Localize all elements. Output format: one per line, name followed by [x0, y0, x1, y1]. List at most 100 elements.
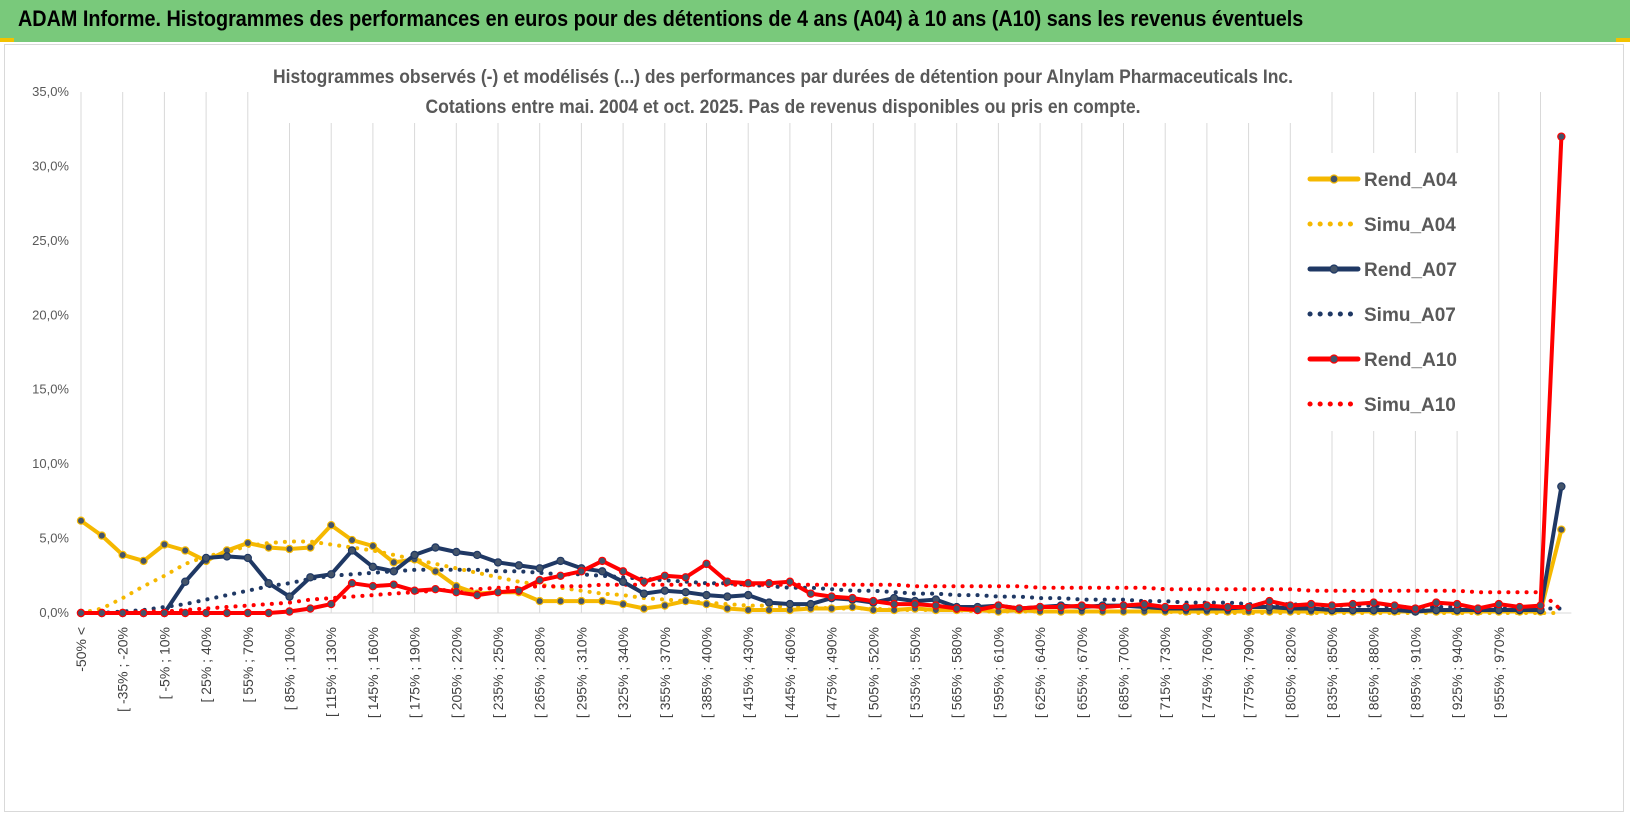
- data-point: [660, 586, 670, 595]
- data-point: [535, 564, 544, 573]
- y-axis: 0,0% 5,0% 10,0% 15,0% 20,0% 25,0% 30,0% 35,0%: [32, 84, 69, 620]
- data-point: [1473, 604, 1483, 613]
- data-point: [222, 552, 232, 561]
- data-point: [1077, 601, 1087, 610]
- data-point: [1515, 602, 1524, 612]
- data-point: [389, 567, 398, 576]
- data-point: [431, 584, 440, 594]
- legend-label: Simu_A04: [1364, 215, 1456, 236]
- data-point: [472, 550, 482, 560]
- data-point: [76, 608, 86, 618]
- data-point: [1286, 601, 1295, 610]
- series-layer: [76, 132, 1566, 618]
- data-point: [1306, 599, 1316, 609]
- data-point: [1098, 602, 1107, 612]
- x-tick-label: [ 55% ; 70%: [240, 627, 256, 703]
- x-axis: -50% < [ -35% ; -20% [ -5% ; 10% [ 25% ; 40…: [73, 627, 1507, 718]
- x-tick-label: [ 865% ; 880%: [1366, 627, 1382, 718]
- data-point: [806, 589, 815, 598]
- data-point: [744, 605, 753, 615]
- data-point: [910, 599, 920, 609]
- data-point: [1557, 132, 1566, 141]
- data-point: [535, 576, 544, 585]
- data-point: [744, 590, 753, 600]
- y-tick-label: 35,0%: [32, 84, 69, 99]
- chart-svg: 0,0% 5,0% 10,0% 15,0% 20,0% 25,0% 30,0% 35,0% -…: [32, 61, 1572, 718]
- data-point: [181, 546, 190, 555]
- data-point: [1056, 602, 1066, 612]
- data-point: [618, 577, 628, 586]
- data-point: [347, 546, 357, 555]
- x-tick-label: [ 685% ; 700%: [1116, 627, 1132, 718]
- data-point: [639, 589, 649, 598]
- data-point: [785, 599, 795, 609]
- data-point: [243, 608, 252, 618]
- legend-label: Rend_A04: [1364, 170, 1457, 191]
- y-tick-label: 15,0%: [32, 382, 69, 397]
- data-point: [1411, 604, 1420, 613]
- data-point: [347, 535, 357, 545]
- data-point: [848, 593, 857, 603]
- x-tick-label: [ 715% ; 730%: [1157, 627, 1173, 718]
- y-tick-label: 10,0%: [32, 456, 69, 471]
- data-point: [1181, 602, 1191, 612]
- data-point: [764, 598, 774, 607]
- data-point: [327, 599, 336, 609]
- series-line-rend-a04: [79, 518, 1564, 614]
- data-point: [764, 579, 774, 588]
- data-point: [285, 592, 294, 601]
- data-point: [952, 604, 961, 613]
- report-title: ADAM Informe. Histogrammes des performan…: [18, 6, 1304, 31]
- data-point: [1119, 601, 1128, 610]
- data-point: [598, 596, 607, 606]
- data-point: [535, 596, 544, 606]
- data-point: [410, 586, 419, 595]
- x-tick-label: [ 895% ; 910%: [1407, 627, 1423, 718]
- y-tick-label: 25,0%: [32, 233, 69, 248]
- data-point: [347, 579, 357, 588]
- data-point: [285, 607, 294, 616]
- data-point: [139, 608, 148, 618]
- gridlines: [80, 92, 1572, 614]
- data-point: [472, 590, 482, 600]
- data-point: [1223, 602, 1232, 612]
- x-tick-label: [ 505% ; 520%: [865, 627, 881, 718]
- data-point: [577, 567, 586, 576]
- data-point: [973, 605, 982, 615]
- data-point: [181, 577, 190, 586]
- x-tick-label: [ 655% ; 670%: [1074, 627, 1090, 718]
- data-point: [577, 596, 586, 606]
- data-point: [97, 531, 107, 540]
- chart-title: Histogrammes observés (-) et modélisés (…: [273, 67, 1293, 88]
- y-tick-label: 30,0%: [32, 158, 69, 173]
- data-point: [306, 543, 315, 552]
- data-point: [1452, 599, 1462, 609]
- data-point: [723, 577, 732, 586]
- data-point: [827, 604, 836, 613]
- data-point: [493, 587, 503, 597]
- data-point: [556, 571, 565, 580]
- x-tick-label: [ 535% ; 550%: [907, 627, 923, 718]
- x-tick-label: [ -5% ; 10%: [156, 627, 172, 699]
- legend-marker: [1329, 264, 1339, 274]
- data-point: [618, 567, 628, 576]
- data-point: [514, 586, 524, 595]
- data-point: [1348, 599, 1358, 609]
- data-point: [1160, 602, 1170, 612]
- data-point: [410, 550, 419, 560]
- data-point: [452, 587, 461, 597]
- legend: Rend_A04 Simu_A04 Rend_A07 Simu_A07 Rend_A10…: [1302, 153, 1477, 431]
- legend-label: Rend_A10: [1364, 350, 1457, 371]
- data-point: [598, 556, 607, 566]
- x-tick-label: [ 295% ; 310%: [573, 627, 589, 718]
- data-point: [493, 558, 503, 567]
- x-tick-label: [ 835% ; 850%: [1324, 627, 1340, 718]
- data-point: [243, 553, 252, 563]
- x-tick-label: [ 265% ; 280%: [532, 627, 548, 718]
- data-point: [514, 561, 524, 570]
- x-tick-label: [ 475% ; 490%: [824, 627, 840, 718]
- x-tick-label: [ 955% ; 970%: [1491, 627, 1507, 718]
- data-point: [869, 605, 878, 615]
- data-point: [889, 599, 899, 609]
- data-point: [1432, 598, 1441, 607]
